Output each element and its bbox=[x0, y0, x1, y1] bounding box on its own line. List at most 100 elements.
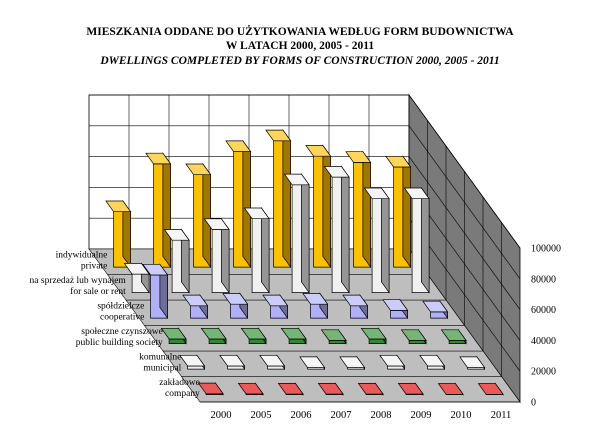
bar-front bbox=[328, 340, 347, 344]
bar-top bbox=[259, 354, 286, 367]
bar-for-sale-or-rent-2005 bbox=[163, 228, 190, 294]
bar-side bbox=[242, 139, 251, 269]
bar-municipal-2000 bbox=[179, 354, 206, 371]
bar-top bbox=[305, 145, 332, 157]
bar-company-2008 bbox=[357, 382, 384, 396]
bar-top bbox=[142, 263, 169, 276]
series-label-en: public building society bbox=[76, 338, 163, 348]
bar-cooperative-2008 bbox=[302, 292, 329, 320]
x-tick-label: 2010 bbox=[451, 410, 472, 421]
bar-company-2010 bbox=[437, 382, 464, 396]
series-label-pl: społeczne czynszowe bbox=[81, 327, 163, 337]
bar-top bbox=[400, 329, 427, 341]
bar-top bbox=[302, 293, 329, 305]
chart-title-years: W LATACH 2000, 2005 - 2011 bbox=[225, 40, 375, 52]
bar-cooperative-2011 bbox=[422, 300, 449, 320]
bar-public-building-society-2006 bbox=[240, 327, 267, 345]
bar-municipal-2011 bbox=[459, 355, 486, 371]
bar-side bbox=[421, 186, 430, 294]
bar-for-sale-or-rent-2006 bbox=[203, 217, 230, 294]
bar-front bbox=[227, 365, 245, 370]
bar-top bbox=[283, 173, 310, 186]
bar-cooperative-2000 bbox=[142, 263, 169, 320]
floor-row bbox=[180, 376, 521, 403]
bar-side bbox=[261, 206, 270, 294]
bar-cooperative-2006 bbox=[222, 292, 249, 320]
bar-top bbox=[200, 327, 227, 340]
x-tick-label: 2000 bbox=[211, 410, 232, 421]
bar-top bbox=[105, 200, 132, 213]
bar-private-2008 bbox=[265, 129, 292, 269]
bar-side bbox=[202, 162, 211, 269]
bar-cooperative-2009 bbox=[342, 294, 369, 320]
floor-row bbox=[125, 299, 466, 326]
bar-top bbox=[222, 293, 249, 305]
bar-top bbox=[323, 166, 350, 178]
bar-top bbox=[123, 263, 150, 275]
bar-public-building-society-2009 bbox=[360, 327, 387, 345]
bar-private-2000 bbox=[105, 199, 132, 269]
bar-private-2011 bbox=[385, 155, 412, 269]
bar-top bbox=[163, 229, 190, 241]
bar-top bbox=[317, 383, 344, 395]
bar-for-sale-or-rent-2010 bbox=[363, 186, 390, 294]
bar-top bbox=[237, 382, 264, 395]
bar-front bbox=[267, 365, 285, 370]
bar-company-2005 bbox=[237, 382, 264, 396]
bar-company-2011 bbox=[477, 382, 504, 396]
bar-front bbox=[187, 365, 205, 370]
bar-front bbox=[408, 340, 427, 344]
series-label-en: private bbox=[81, 261, 107, 271]
y-tick-label: 40000 bbox=[531, 336, 556, 347]
x-tick-label: 2011 bbox=[491, 410, 512, 421]
bar-public-building-society-2010 bbox=[400, 328, 427, 345]
floor-row bbox=[162, 350, 503, 377]
bar-company-2007 bbox=[317, 382, 344, 396]
bar-side bbox=[322, 144, 331, 269]
bar-front bbox=[448, 340, 467, 344]
x-tick-label: 2005 bbox=[251, 410, 272, 421]
series-label-pl: zakładowe bbox=[159, 378, 200, 388]
bar-private-2005 bbox=[145, 152, 172, 269]
bar-front bbox=[387, 365, 405, 370]
bar-top bbox=[403, 187, 430, 200]
series-label-en: cooperative bbox=[100, 312, 144, 322]
bar-municipal-2008 bbox=[339, 355, 366, 371]
bar-top bbox=[419, 354, 446, 367]
bar-municipal-2007 bbox=[299, 355, 326, 371]
bar-side bbox=[162, 152, 171, 269]
bar-top bbox=[459, 356, 486, 368]
bar-side bbox=[301, 173, 310, 294]
bar-top bbox=[382, 299, 409, 311]
bar-top bbox=[277, 383, 304, 395]
series-label-en: for sale or rent bbox=[70, 286, 126, 297]
bar-private-2009 bbox=[305, 144, 332, 269]
bar-top bbox=[160, 327, 187, 340]
bar-top bbox=[225, 140, 252, 152]
chart-subtitle: DWELLINGS COMPLETED BY FORMS OF CONSTRUC… bbox=[100, 55, 500, 67]
x-tick-label: 2008 bbox=[371, 410, 392, 421]
bar-top bbox=[185, 163, 212, 176]
bar-municipal-2009 bbox=[379, 354, 406, 371]
series-label-pl: na sprzedaż lub wynajem bbox=[30, 276, 127, 286]
bar-public-building-society-2011 bbox=[440, 328, 467, 345]
x-tick-label: 2006 bbox=[291, 410, 312, 421]
x-tick-label: 2009 bbox=[411, 410, 432, 421]
bar-top bbox=[477, 383, 504, 395]
bar-top bbox=[265, 129, 292, 142]
bar-top bbox=[345, 151, 372, 163]
bar-front bbox=[427, 365, 445, 370]
bar-top bbox=[262, 294, 289, 307]
bar-top bbox=[342, 294, 369, 307]
bar-private-2006 bbox=[185, 162, 212, 269]
bar-company-2009 bbox=[397, 382, 424, 396]
bar-private-2007 bbox=[225, 139, 252, 269]
series-label-en: company bbox=[165, 389, 200, 399]
x-tick-label: 2007 bbox=[331, 410, 352, 421]
bar-top bbox=[243, 207, 270, 220]
